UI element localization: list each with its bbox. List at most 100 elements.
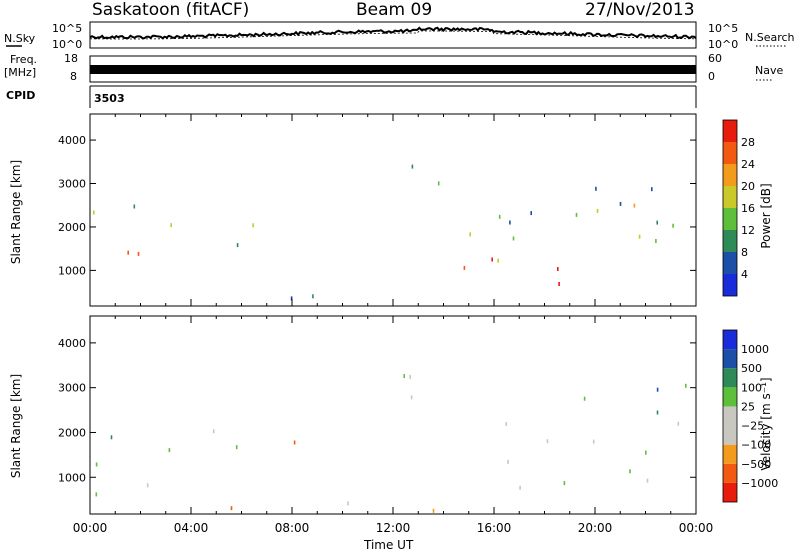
power-cell-7-4: [672, 223, 674, 228]
power-cell-5-3: [557, 267, 559, 271]
velocity-cell-7-3: [583, 396, 586, 401]
velocity-colorbar-swatch-4: [723, 406, 737, 426]
power-cell-7-3: [656, 220, 658, 225]
power-colorbar-frame: [722, 119, 738, 297]
power-panel-frame: [89, 113, 697, 307]
velocity-cell-1-0: [110, 435, 113, 440]
power-ytick-label-0: 1000: [58, 264, 86, 277]
nsearch-label: N.Search: [745, 31, 795, 44]
power-cell-6-3: [655, 239, 657, 243]
power-colorbar-tick-6: 4: [741, 268, 748, 281]
power-cell-2-0: [236, 243, 239, 248]
power-colorbar-tick-1: 24: [741, 158, 755, 171]
power-cell-5-0: [463, 265, 466, 270]
date-title: 27/Nov/2013: [585, 0, 695, 20]
velocity-cell-6-0: [645, 450, 647, 455]
velocity-ytick-label-3: 4000: [58, 337, 86, 350]
velocity-cell-6-9: [546, 439, 549, 444]
power-cell-6-2: [469, 232, 471, 237]
velocity-colorbar-swatch-6: [723, 368, 737, 388]
power-ytick-label-1: 2000: [58, 221, 86, 234]
power-cell-1-1: [93, 210, 95, 215]
power-colorbar-tick-3: 16: [741, 202, 755, 215]
freq-right-top: 60: [708, 52, 722, 65]
velocity-cell-6-6: [629, 469, 631, 474]
velocity-cell-2-2: [235, 445, 238, 450]
velocity-colorbar-swatch-3: [723, 425, 737, 445]
velocity-colorbar-tick-3: 25: [741, 400, 755, 413]
noise-right-bottom: 10^0: [708, 38, 739, 51]
power-cell-1-0: [133, 204, 136, 209]
velocity-ytick-label-1: 2000: [58, 426, 86, 439]
power-cell-3-0: [312, 294, 314, 299]
power-colorbar-swatch-2: [723, 230, 737, 252]
noise-search-line: [90, 30, 696, 40]
noise-left-bottom: 10^0: [52, 38, 83, 51]
velocity-colorbar-swatch-8: [723, 330, 737, 350]
freq-right-bottom: 0: [708, 70, 715, 83]
velocity-cell-4-0: [347, 501, 349, 506]
power-cell-6-0: [638, 234, 641, 239]
xtick-label-4: 16:00: [477, 521, 512, 535]
velocity-colorbar-swatch-1: [723, 463, 737, 483]
velocity-cell-4-1: [432, 508, 435, 513]
power-cell-4-1: [411, 164, 414, 169]
cpid-label: CPID: [6, 89, 36, 102]
power-cell-7-8: [575, 212, 578, 217]
freq-left-bottom: 8: [70, 70, 77, 83]
power-cell-7-1: [530, 211, 532, 216]
nave-label: Nave: [755, 64, 784, 77]
velocity-colorbar-tick-7: −1000: [741, 477, 778, 490]
xtick-label-1: 04:00: [174, 521, 209, 535]
power-cell-6-1: [512, 236, 515, 241]
power-cell-5-2: [558, 282, 560, 286]
power-colorbar-tick-4: 12: [741, 224, 755, 237]
power-ytick-label-3: 4000: [58, 134, 86, 147]
time-xlabel: Time UT: [364, 538, 414, 552]
velocity-cell-5-2: [410, 395, 413, 400]
power-colorbar-swatch-6: [723, 142, 737, 164]
mhz-label: [MHz]: [4, 66, 37, 79]
velocity-cell-6-4: [519, 485, 521, 490]
power-cell-7-0: [595, 186, 597, 191]
power-cell-0-1: [127, 250, 129, 255]
nsky-label: N.Sky: [4, 32, 36, 45]
velocity-colorbar-tick-2: 100: [741, 381, 762, 394]
power-colorbar-tick-2: 20: [741, 180, 755, 193]
power-colorbar-tick-5: 8: [741, 246, 748, 259]
velocity-cell-0-2: [146, 483, 149, 488]
power-cell-2-1: [170, 223, 172, 228]
velocity-cell-6-3: [563, 481, 566, 486]
power-ytick-label-2: 3000: [58, 178, 86, 191]
noise-right-top: 10^5: [708, 22, 739, 35]
velocity-colorbar-tick-4: −25: [741, 420, 764, 433]
velocity-ytick-label-0: 1000: [58, 471, 86, 484]
xtick-label-0: 00:00: [73, 521, 108, 535]
velocity-cell-6-8: [507, 459, 509, 464]
freq-left-top: 18: [64, 52, 78, 65]
velocity-colorbar-frame: [722, 329, 738, 503]
power-colorbar-swatch-3: [723, 208, 737, 230]
cpid-value: 3503: [94, 92, 125, 105]
power-cell-7-7: [651, 187, 653, 192]
xtick-label-6: 00:00: [679, 521, 714, 535]
power-colorbar-swatch-5: [723, 164, 737, 186]
noise-left-top: 10^5: [52, 22, 83, 35]
power-cell-3-1: [290, 296, 293, 301]
velocity-colorbar-swatch-2: [723, 444, 737, 464]
power-colorbar-swatch-1: [723, 252, 737, 274]
power-cell-5-1: [491, 257, 493, 262]
velocity-colorbar-swatch-0: [723, 482, 737, 502]
velocity-cell-6-2: [592, 439, 595, 444]
power-colorbar-swatch-4: [723, 186, 737, 208]
velocity-cell-3-0: [293, 440, 296, 445]
velocity-cell-7-2: [656, 410, 659, 415]
velocity-cell-6-1: [677, 421, 680, 426]
xtick-label-2: 08:00: [275, 521, 310, 535]
velocity-cell-2-1: [168, 448, 171, 453]
velocity-cell-5-1: [403, 374, 405, 379]
velocity-ytick-label-2: 3000: [58, 382, 86, 395]
noise-panel-frame: [89, 21, 697, 49]
velocity-cell-7-1: [685, 383, 687, 388]
